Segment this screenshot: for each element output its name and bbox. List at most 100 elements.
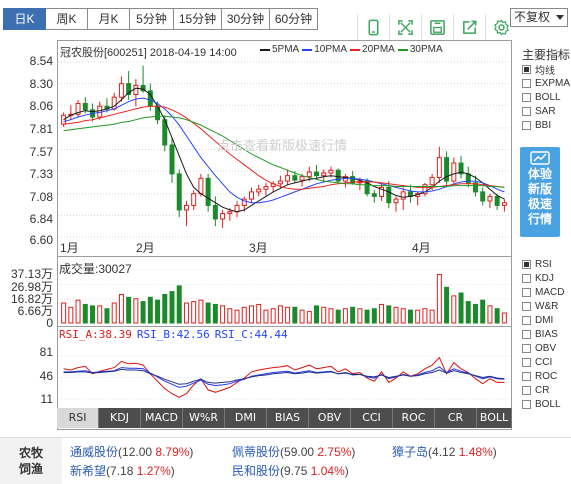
tab-boll[interactable]: BOLL [477,408,512,428]
period-tabs: 日K 周K 月K 5分钟 15分钟 30分钟 60分钟 [3,8,318,30]
checkbox[interactable] [522,315,531,325]
rsi-line-rsi-b [63,366,505,388]
candle-body [472,182,478,193]
indicator-option-sar[interactable]: SAR [522,104,570,118]
tab-macd[interactable]: MACD [141,408,183,428]
rsi-tick-label: 11 [40,392,53,406]
related-stock-item[interactable]: 佩蒂股份(59.00 2.75%) [232,445,356,459]
chart-trend-icon [530,151,550,165]
related-stock-item[interactable]: 民和股份(9.75 1.04%) [232,464,349,478]
tab-15min[interactable]: 15分钟 [173,8,222,30]
indicator-option-expma[interactable]: EXPMA [522,76,570,90]
candle-body [393,198,399,204]
related-stock-item[interactable]: 獐子岛(4.12 1.48%) [392,445,497,459]
checkbox[interactable] [522,92,531,102]
checkbox[interactable] [522,357,531,367]
checkbox[interactable] [522,385,531,395]
sub-option-dmi[interactable]: DMI [522,313,564,327]
fullscreen-icon[interactable] [389,14,421,40]
new-version-promo-button[interactable]: 体验 新版 极速 行情 [520,147,560,237]
checkbox[interactable] [522,287,531,297]
share-icon[interactable] [453,14,485,40]
sub-option-boll[interactable]: BOLL [522,397,564,411]
candle-body [429,176,435,186]
volume-bar [176,285,182,324]
volume-bar [328,308,334,324]
stock-name[interactable]: 民和股份 [232,464,281,478]
related-stock-item[interactable]: 新希望(7.18 1.27%) [70,464,175,478]
option-label: CCI [535,356,553,368]
volume-bar [321,306,327,324]
sub-option-macd[interactable]: MACD [522,285,564,299]
tab-week-k[interactable]: 周K [45,8,88,30]
sub-option-rsi[interactable]: RSI [522,257,564,271]
indicator-option-bbi[interactable]: BBI [522,118,570,132]
stock-name[interactable]: 佩蒂股份 [232,445,281,459]
sub-option-cci[interactable]: CCI [522,355,564,369]
watermark-text[interactable]: 点击查看新版极速行情 [217,138,348,153]
checkbox[interactable] [522,273,531,283]
ma-line-20pma [63,105,505,190]
volume-bar [299,309,305,324]
candle-body [480,191,486,202]
sub-option-wr[interactable]: W&R [522,299,564,313]
tab-60min[interactable]: 60分钟 [269,8,318,30]
volume-bar [198,299,204,324]
price-adjust-select[interactable]: 不复权 [510,8,568,27]
save-icon[interactable] [421,14,453,40]
sub-option-roc[interactable]: ROC [522,369,564,383]
tab-bias[interactable]: BIAS [267,408,309,428]
tab-kdj[interactable]: KDJ [99,408,141,428]
volume-tick-label: 6.66万 [17,304,53,318]
checkbox[interactable] [522,329,531,339]
mobile-icon[interactable] [357,14,389,40]
tab-month-k[interactable]: 月K [87,8,130,30]
checkbox[interactable] [522,78,531,88]
candle-body [379,186,385,197]
volume-bar [75,299,81,324]
indicator-option-boll[interactable]: BOLL [522,90,570,104]
sub-option-kdj[interactable]: KDJ [522,271,564,285]
checkbox[interactable] [522,64,531,74]
tab-day-k[interactable]: 日K [3,8,46,30]
candle-body [176,173,182,211]
checkbox[interactable] [522,343,531,353]
ma10-swatch [302,48,313,51]
tab-roc[interactable]: ROC [393,408,435,428]
sub-option-obv[interactable]: OBV [522,341,564,355]
stock-name[interactable]: 新希望 [70,464,107,478]
settings-icon[interactable] [485,14,517,40]
checkbox[interactable] [522,120,531,130]
sub-option-cr[interactable]: CR [522,383,564,397]
candle-body [350,176,356,184]
rsi-tick-label: 46 [39,369,53,383]
stock-name[interactable]: 獐子岛 [392,445,429,459]
tab-cci[interactable]: CCI [351,408,393,428]
related-stock-item[interactable]: 通威股份(12.00 8.79%) [70,445,194,459]
candle-body [241,198,247,206]
candle-body [198,177,204,195]
checkbox[interactable] [522,399,531,409]
tab-dmi[interactable]: DMI [225,408,267,428]
sub-option-bias[interactable]: BIAS [522,327,564,341]
checkbox[interactable] [522,301,531,311]
volume-bar [429,309,435,324]
volume-bar [314,305,320,324]
tab-cr[interactable]: CR [435,408,477,428]
tab-obv[interactable]: OBV [309,408,351,428]
checkbox[interactable] [522,371,531,381]
tab-30min[interactable]: 30分钟 [221,8,270,30]
checkbox[interactable] [522,106,531,116]
checkbox[interactable] [522,259,531,269]
volume-bar [379,303,385,324]
tab-5min[interactable]: 5分钟 [129,8,174,30]
stock-name[interactable]: 通威股份 [70,445,119,459]
volume-bar [82,303,88,324]
stock-change: 1.04% [310,464,345,478]
tab-wr[interactable]: W%R [183,408,225,428]
indicator-option-ma[interactable]: 均线 [522,62,570,77]
tab-rsi[interactable]: RSI [57,408,99,428]
ma30-swatch [397,48,408,51]
candle-body [458,162,464,175]
